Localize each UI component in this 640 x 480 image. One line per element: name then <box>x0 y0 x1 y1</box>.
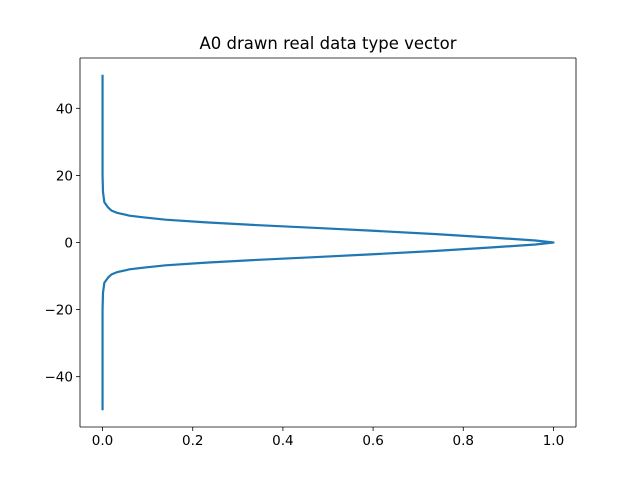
x-tick-label: 1.0 <box>543 433 564 449</box>
y-axis-ticks: −40 −20 0 20 40 <box>45 101 80 386</box>
x-tick-label: 0.4 <box>272 433 293 449</box>
x-axis-ticks: 0.0 0.2 0.4 0.6 0.8 1.0 <box>92 427 564 449</box>
x-tick-label: 0.2 <box>182 433 203 449</box>
series-line-0 <box>101 74 555 411</box>
y-tick-label: −20 <box>45 303 74 319</box>
x-tick-label: 0.8 <box>453 433 474 449</box>
chart-title: A0 drawn real data type vector <box>200 34 457 53</box>
y-tick-label: −40 <box>45 370 74 386</box>
axes-frame <box>79 57 577 428</box>
y-tick-label: 20 <box>56 168 73 184</box>
x-tick-label: 0.6 <box>362 433 383 449</box>
x-tick-label: 0.0 <box>92 433 113 449</box>
y-tick-label: 40 <box>56 101 73 117</box>
series-layer <box>101 74 555 411</box>
y-tick-label: 0 <box>64 236 73 252</box>
